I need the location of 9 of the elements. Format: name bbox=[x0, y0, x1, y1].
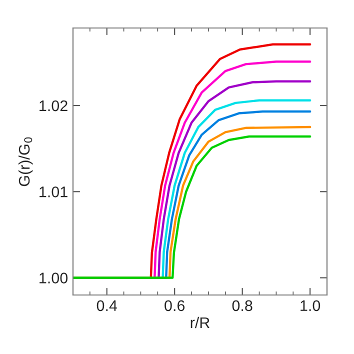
x-tick-label: 0.8 bbox=[232, 300, 252, 312]
y-axis-title: G(r)/G$_{0}$ bbox=[18, 137, 33, 186]
y-tick-label: 1.01 bbox=[40, 186, 68, 198]
x-axis-title: r/R bbox=[190, 316, 210, 328]
x-tick-label: 0.4 bbox=[96, 300, 118, 312]
x-tick-label: 1.0 bbox=[300, 300, 320, 312]
x-tick-label: 0.6 bbox=[164, 300, 185, 312]
y-tick-label: 1.02 bbox=[40, 100, 68, 112]
y-tick-label: 1.00 bbox=[40, 272, 68, 284]
